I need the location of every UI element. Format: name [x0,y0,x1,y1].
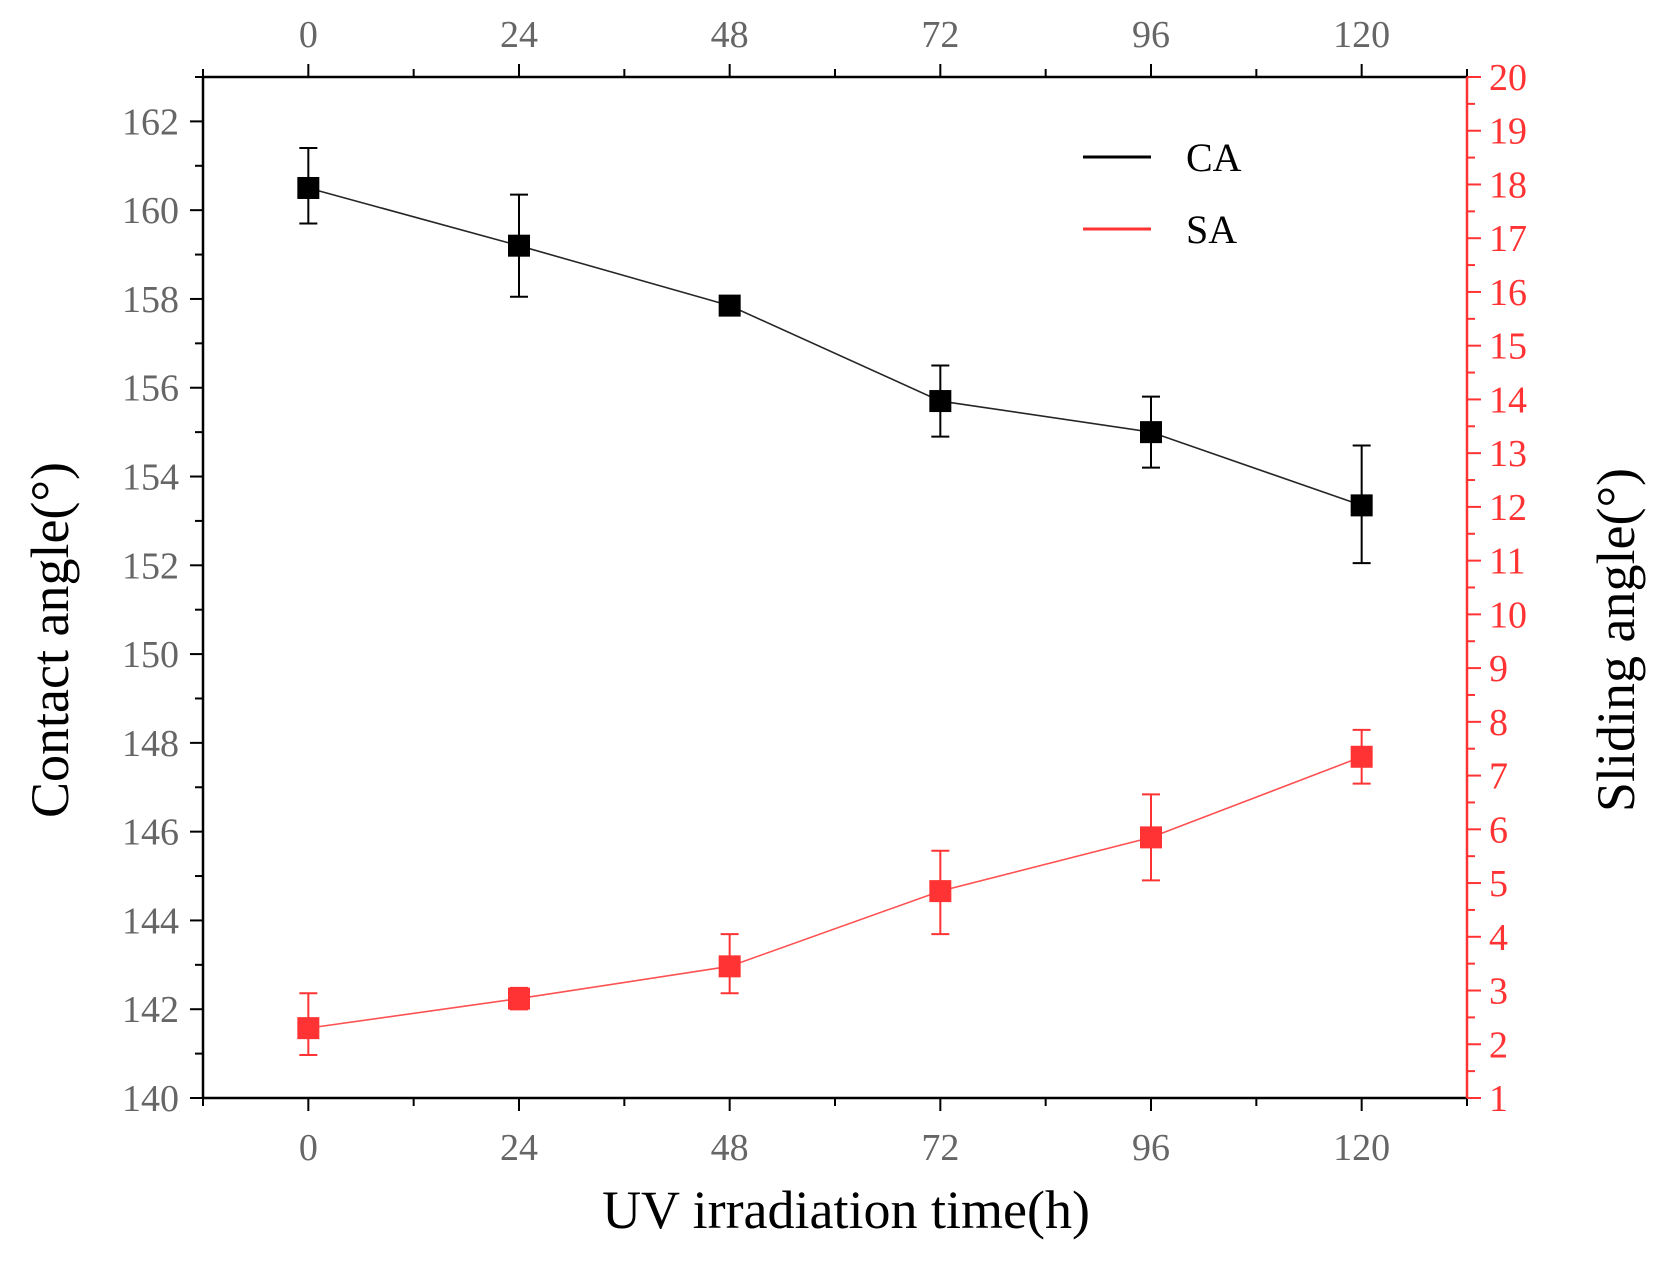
y-right-tick-label: 3 [1489,971,1508,1013]
sa-marker [1140,826,1162,849]
y-left-tick-label: 152 [122,545,179,587]
y-right-tick-label: 17 [1489,218,1527,260]
y-left-tick-label: 158 [122,279,179,321]
series [297,147,1373,1057]
y-right-tick-label: 11 [1489,541,1526,583]
ca-marker [718,294,741,317]
x-tick-label: 24 [500,1127,538,1169]
y-axis-right-title: Sliding angle(°) [1586,468,1646,812]
x-top-tick-label: 120 [1333,14,1390,56]
y-right-tick-label: 18 [1489,164,1527,206]
x-tick-label: 120 [1333,1127,1390,1169]
y-right-tick-label: 20 [1489,57,1527,99]
y-left-tick-label: 162 [122,101,179,143]
y-right-tick-label: 2 [1489,1024,1508,1066]
y-right-tick-label: 5 [1489,863,1508,905]
y-right-tick-label: 14 [1489,379,1527,421]
x-tick-label: 0 [299,1127,318,1169]
sa-marker [718,955,741,978]
legend-label-ca: CA [1186,135,1242,180]
y-left-tick-label: 160 [122,190,179,232]
y-left-tick-label: 146 [122,812,179,854]
sa-marker [929,880,952,903]
y-right-tick-label: 13 [1489,433,1527,475]
y-right-tick-label: 19 [1489,111,1527,153]
x-tick-label: 96 [1132,1127,1170,1169]
sa-marker [1350,745,1373,768]
ticks: 0024244848727296961201201401421441461481… [122,14,1527,1169]
series-sa [297,728,1373,1057]
sa-marker [508,987,530,1010]
y-right-tick-label: 10 [1489,594,1527,636]
series-ca [297,147,1373,565]
y-left-tick-label: 144 [122,900,179,942]
y-right-tick-label: 16 [1489,272,1527,314]
legend-label-sa: SA [1186,207,1237,252]
x-tick-label: 72 [921,1127,959,1169]
ca-marker [929,390,952,413]
y-right-tick-label: 7 [1489,756,1508,798]
y-left-tick-label: 156 [122,368,179,410]
y-left-tick-label: 150 [122,634,179,676]
ca-marker [297,176,320,199]
y-left-tick-label: 154 [122,457,179,499]
legend: CA SA [1083,135,1242,252]
y-right-tick-label: 9 [1489,648,1508,690]
x-tick-label: 48 [711,1127,749,1169]
ca-marker [1350,494,1373,517]
y-right-tick-label: 1 [1489,1078,1508,1120]
y-right-tick-label: 12 [1489,487,1527,529]
sa-marker [297,1017,320,1040]
x-axis-title: UV irradiation time(h) [602,1180,1090,1240]
sa-line [308,756,1362,1029]
y-left-tick-label: 140 [122,1078,179,1120]
y-right-tick-label: 8 [1489,702,1508,744]
y-left-tick-label: 148 [122,723,179,765]
y-right-tick-label: 15 [1489,326,1527,368]
x-top-tick-label: 0 [299,14,318,56]
ca-line [308,187,1362,507]
x-top-tick-label: 72 [921,14,959,56]
y-right-tick-label: 6 [1489,809,1508,851]
y-right-tick-label: 4 [1489,917,1508,959]
axes [201,75,1469,1100]
x-top-tick-label: 24 [500,14,538,56]
y-left-tick-label: 142 [122,989,179,1031]
ca-marker [508,234,530,257]
x-top-tick-label: 48 [711,14,749,56]
ca-marker [1140,421,1162,444]
y-axis-left-title: Contact angle(°) [20,462,80,818]
x-top-tick-label: 96 [1132,14,1170,56]
